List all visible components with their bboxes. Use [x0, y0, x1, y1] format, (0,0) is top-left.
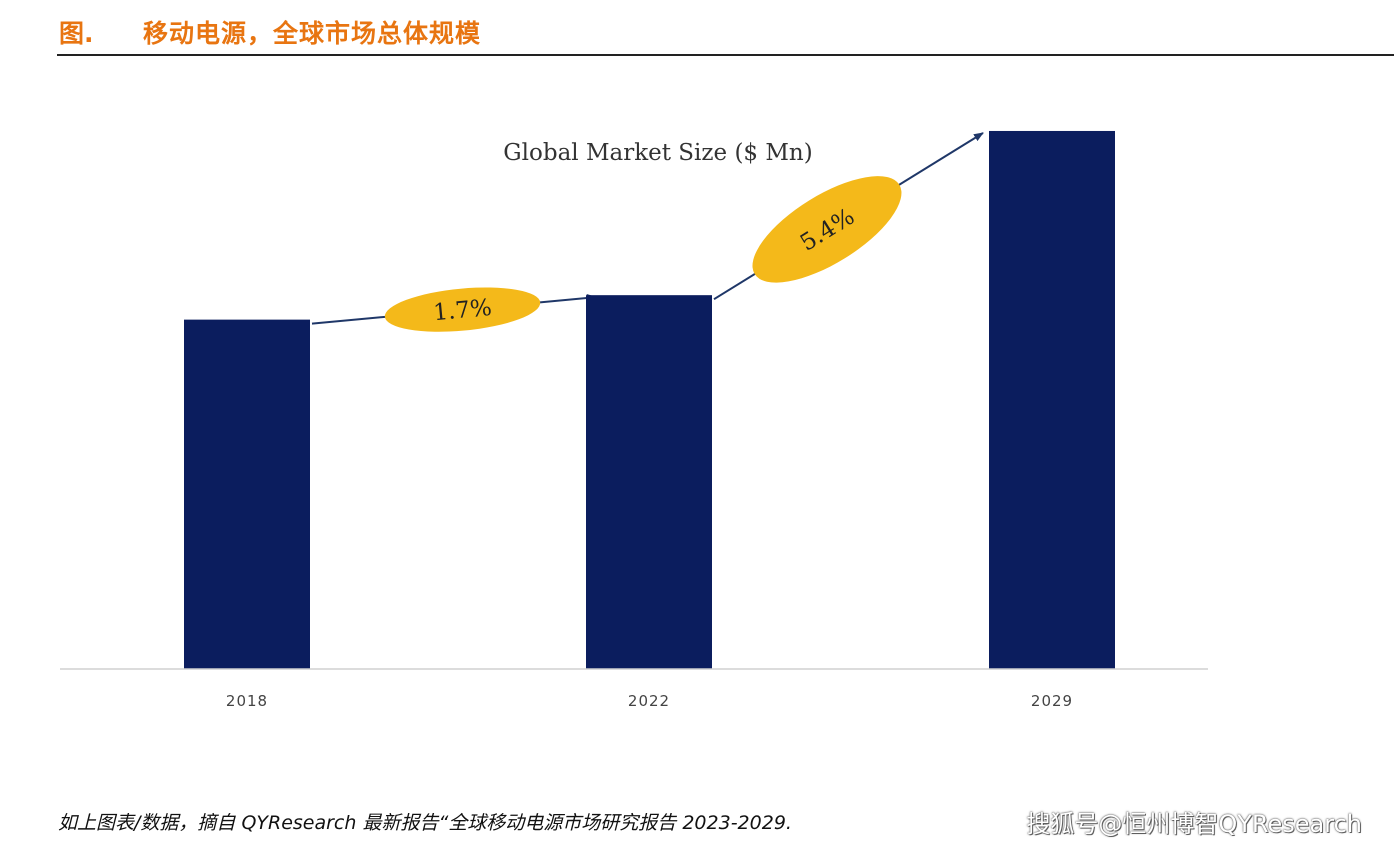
growth-ellipse-2018-2022 — [384, 287, 541, 332]
chart-title: Global Market Size ($ Mn) — [503, 140, 812, 166]
watermark: 搜狐号@恒州博智QYResearch — [1026, 810, 1362, 838]
bar-2022 — [586, 295, 712, 669]
figure-label: 图. — [59, 19, 94, 48]
source-note: 如上图表/数据，摘自 QYResearch 最新报告“全球移动电源市场研究报告 … — [58, 812, 792, 834]
x-tick-label-2029: 2029 — [1031, 692, 1073, 710]
bar-2018 — [184, 319, 310, 669]
growth-badge-2018-2022: 1.7% — [384, 287, 541, 332]
growth-badge-2022-2029: 5.4% — [752, 176, 902, 283]
growth-label-2018-2022: 1.7% — [432, 295, 493, 326]
figure-header: 图. 移动电源，全球市场总体规模 — [57, 8, 1394, 56]
growth-ellipse-2022-2029 — [752, 176, 902, 283]
bar-2029 — [989, 130, 1115, 669]
x-tick-label-2022: 2022 — [628, 692, 670, 710]
figure-title: 移动电源，全球市场总体规模 — [143, 19, 482, 48]
x-tick-label-2018: 2018 — [226, 692, 268, 710]
